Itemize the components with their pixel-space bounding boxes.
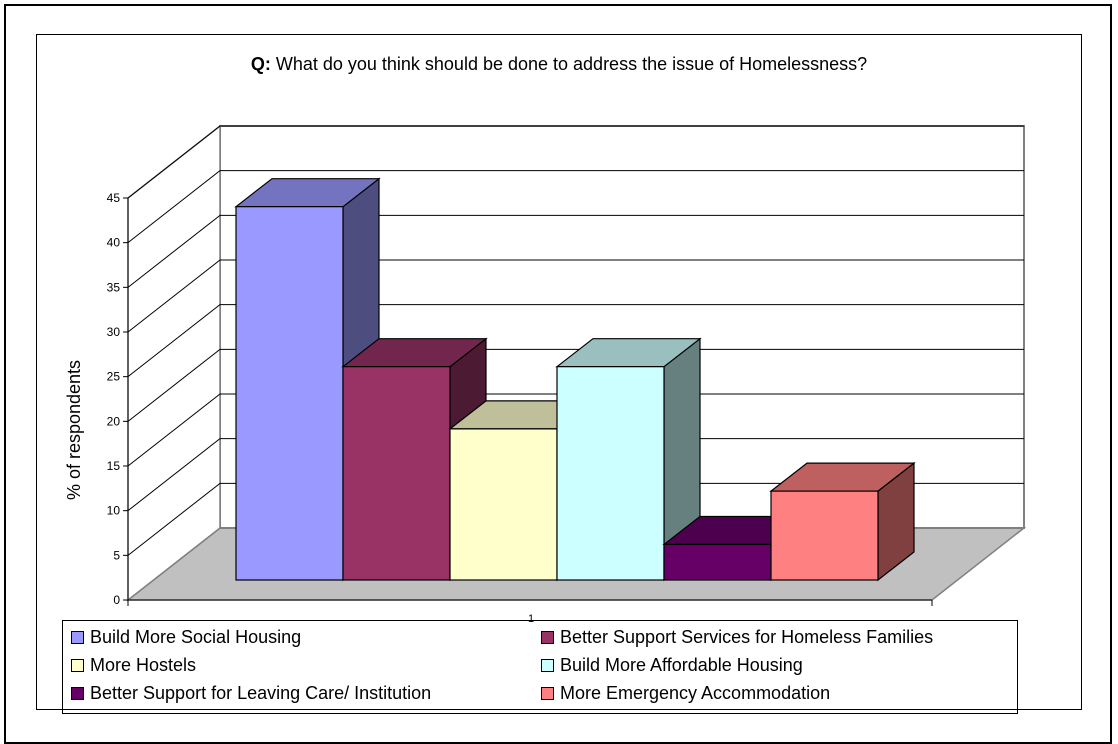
legend-item: More Emergency Accommodation — [541, 683, 830, 704]
legend-item: Better Support for Leaving Care/ Institu… — [71, 683, 431, 704]
legend-swatch — [71, 631, 84, 644]
legend-item: Build More Affordable Housing — [541, 655, 803, 676]
legend-swatch — [541, 687, 554, 700]
bar-group — [769, 461, 916, 582]
chart-title: Q: What do you think should be done to a… — [0, 54, 1118, 75]
legend-label: More Hostels — [90, 655, 197, 675]
bar — [449, 428, 558, 581]
bar — [342, 366, 451, 581]
y-tick-label: 25 — [107, 370, 121, 384]
legend-label: Better Support for Leaving Care/ Institu… — [90, 683, 432, 703]
gridline — [127, 348, 1024, 422]
y-tick-label: 40 — [107, 236, 121, 250]
y-tick-label: 5 — [113, 548, 120, 562]
gridline — [127, 482, 1024, 556]
gridline — [127, 304, 1024, 378]
y-tick-label: 20 — [107, 414, 121, 428]
legend-swatch — [541, 631, 554, 644]
y-tick-label: 30 — [107, 325, 121, 339]
bar — [235, 206, 344, 581]
y-tick-label: 0 — [113, 593, 120, 607]
gridline — [127, 214, 1024, 288]
legend-swatch — [71, 687, 84, 700]
chart-title-text: What do you think should be done to addr… — [275, 54, 868, 74]
chart-side-wall — [127, 124, 221, 602]
legend-item: Build More Social Housing — [71, 627, 301, 648]
y-tick-label: 45 — [107, 191, 121, 205]
gridline — [127, 125, 1024, 199]
bar — [556, 366, 665, 581]
chart-title-prefix: Q: — [250, 54, 271, 74]
legend-label: Build More Social Housing — [90, 627, 302, 647]
gridline — [127, 438, 1024, 512]
y-tick-label: 35 — [107, 280, 121, 294]
chart-area — [36, 34, 1082, 710]
x-category-label: 1 — [528, 613, 534, 625]
legend-label: Build More Affordable Housing — [560, 655, 803, 675]
bar — [663, 543, 772, 581]
gridline — [127, 393, 1024, 467]
legend-swatch — [541, 659, 554, 672]
legend-item: Better Support Services for Homeless Fam… — [541, 627, 933, 648]
legend-label: More Emergency Accommodation — [560, 683, 831, 703]
legend-swatch — [71, 659, 84, 672]
axes — [123, 197, 933, 606]
gridlines — [127, 125, 1024, 556]
y-tick-label: 15 — [107, 459, 121, 473]
y-axis-title: % of respondents — [64, 360, 84, 500]
chart-plot: 0 5 10 15 20 25 30 35 40 45 % of respondents 1 — [64, 124, 1027, 625]
y-tick-labels: 0 5 10 15 20 25 30 35 40 45 — [107, 191, 121, 607]
gridline — [127, 259, 1024, 333]
gridline — [127, 170, 1024, 244]
legend: Build More Social Housing Better Support … — [62, 620, 1018, 714]
legend-item: More Hostels — [71, 655, 196, 676]
y-tick-label: 10 — [107, 504, 121, 518]
bars — [234, 177, 916, 582]
bar — [770, 490, 879, 581]
legend-label: Better Support Services for Homeless Fam… — [560, 627, 934, 647]
